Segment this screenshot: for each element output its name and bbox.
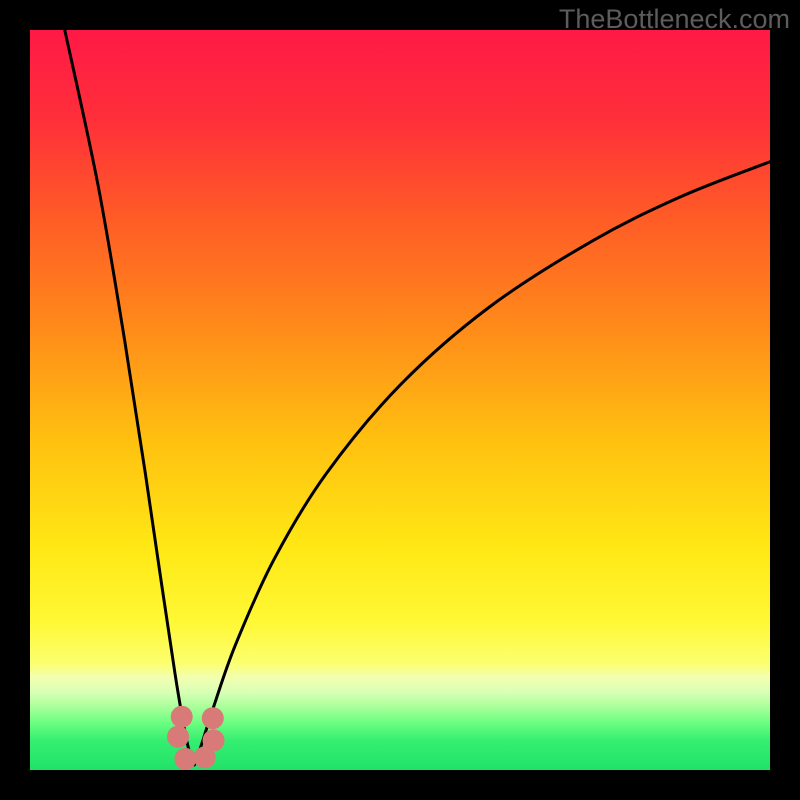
bottleneck-marker bbox=[167, 726, 189, 748]
bottleneck-marker bbox=[174, 748, 196, 770]
bottleneck-marker bbox=[202, 707, 224, 729]
attribution-label: TheBottleneck.com bbox=[559, 4, 790, 35]
bottleneck-marker bbox=[203, 729, 225, 751]
gradient-background bbox=[30, 30, 770, 770]
bottleneck-marker bbox=[171, 706, 193, 728]
chart-stage: TheBottleneck.com bbox=[0, 0, 800, 800]
chart-svg bbox=[0, 0, 800, 800]
